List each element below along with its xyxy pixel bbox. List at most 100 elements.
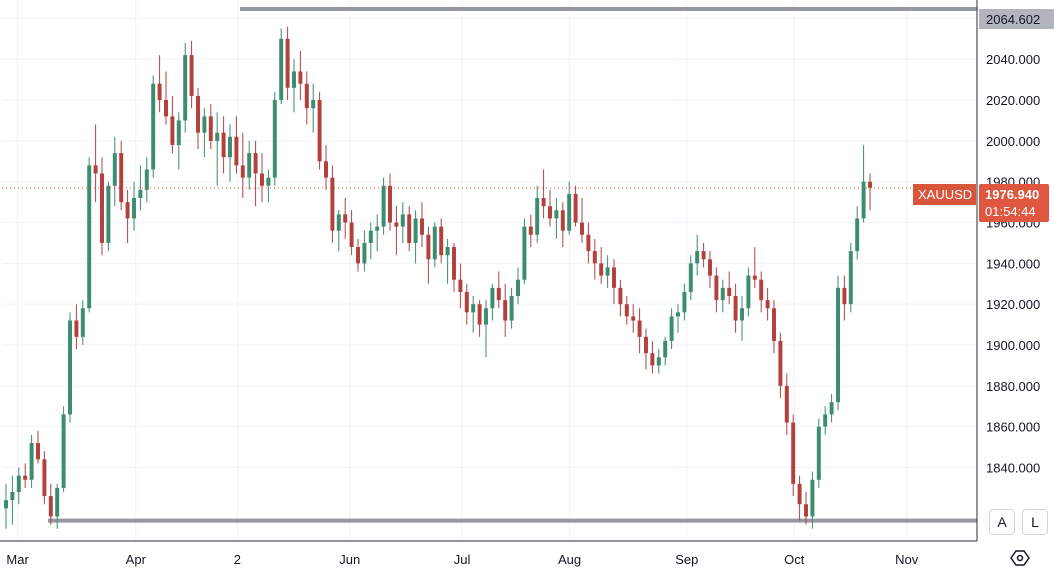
- candle-down: [189, 40, 194, 109]
- candle-down: [164, 71, 168, 125]
- candle-body: [196, 95, 200, 133]
- candle-up: [29, 434, 34, 488]
- candle-up: [68, 312, 72, 423]
- candle-down: [298, 51, 303, 101]
- candle-body: [682, 291, 687, 313]
- candle-body: [176, 120, 181, 145]
- candle-body: [759, 279, 764, 301]
- candle-down: [644, 328, 648, 370]
- candle-down: [599, 247, 604, 284]
- time-axis[interactable]: Mar Apr 2 Jun Jul Aug Sep Oct Nov: [6, 552, 918, 567]
- candle-down: [772, 300, 776, 354]
- candle-up: [202, 108, 207, 158]
- candle-down: [42, 451, 47, 505]
- candle-up: [554, 198, 559, 239]
- candle-body: [823, 414, 828, 427]
- candle-body: [112, 153, 117, 186]
- candle-body: [394, 222, 399, 227]
- candle-down: [701, 242, 706, 268]
- candle-body: [400, 214, 405, 227]
- candle-body: [599, 263, 604, 276]
- candle-body: [279, 38, 284, 101]
- settings-icon: [1010, 550, 1030, 566]
- candle-body: [650, 353, 655, 366]
- candle-up: [266, 169, 271, 203]
- candle-body: [183, 55, 188, 121]
- candle-down: [708, 251, 712, 288]
- candle-body: [311, 100, 316, 109]
- candle-body: [855, 218, 860, 252]
- candle-down: [74, 304, 79, 350]
- candle-body: [125, 202, 130, 219]
- candle-down: [324, 144, 328, 190]
- candle-up: [522, 218, 527, 284]
- candle-up: [228, 124, 232, 182]
- settings-button[interactable]: [1008, 548, 1032, 568]
- candle-down: [253, 140, 258, 207]
- x-tick-label: Apr: [126, 552, 147, 567]
- candle-down: [586, 222, 591, 264]
- candle-body: [714, 275, 719, 301]
- candle-body: [61, 414, 66, 488]
- plot-area[interactable]: [0, 0, 977, 541]
- candle-body: [752, 275, 757, 280]
- symbol-tag-bg: [913, 184, 976, 205]
- candle-body: [157, 83, 162, 101]
- candle-body: [490, 287, 495, 309]
- candle-body: [560, 210, 565, 231]
- y-tick-label: 1880.000: [986, 379, 1040, 394]
- candle-up: [432, 222, 437, 268]
- horizontal-levels[interactable]: [48, 6, 977, 523]
- candle-body: [656, 357, 661, 366]
- candle-down: [356, 238, 360, 272]
- candle-body: [452, 247, 456, 280]
- candle-body: [496, 287, 501, 301]
- candle-body: [215, 132, 220, 141]
- candle-up: [61, 406, 66, 493]
- price-axis[interactable]: 1840.000 1860.000 1880.000 1900.000 1920.000…: [986, 11, 1040, 475]
- candle-up: [375, 214, 380, 252]
- candle-body: [272, 100, 277, 178]
- candle-body: [836, 287, 840, 403]
- x-tick-label: Nov: [895, 552, 919, 567]
- candle-up: [516, 267, 520, 305]
- candle-up: [656, 349, 661, 374]
- candle-down: [727, 271, 732, 305]
- candle-body: [509, 296, 514, 321]
- candle-up: [10, 475, 15, 525]
- candle-body: [324, 161, 328, 178]
- candle-down: [496, 271, 501, 309]
- candle-down: [804, 492, 808, 525]
- candle-down: [624, 296, 629, 325]
- candle-body: [68, 320, 72, 415]
- log-scale-button[interactable]: L: [1022, 509, 1048, 535]
- candle-up: [669, 308, 674, 350]
- candle-body: [445, 247, 450, 256]
- candle-up: [151, 75, 156, 178]
- candle-up: [80, 300, 85, 346]
- candle-body: [413, 218, 418, 243]
- candle-down: [48, 483, 53, 525]
- auto-scale-label: A: [997, 514, 1007, 530]
- candle-body: [784, 385, 789, 423]
- candle-down: [452, 242, 456, 292]
- candle-up: [16, 467, 21, 505]
- candle-down: [759, 271, 764, 313]
- y-tick-label: 1860.000: [986, 420, 1040, 435]
- candle-body: [567, 193, 572, 231]
- candle-down: [221, 116, 226, 174]
- candle-body: [669, 316, 674, 341]
- candle-body: [573, 193, 578, 223]
- candle-down: [234, 116, 239, 174]
- candle-down: [464, 283, 469, 325]
- price-tag-bg: [979, 184, 1049, 222]
- candle-up: [848, 242, 853, 313]
- candle-body: [720, 287, 725, 301]
- candle-up: [605, 255, 610, 288]
- candle-down: [528, 214, 533, 248]
- candle-body: [861, 181, 866, 219]
- candle-body: [240, 165, 245, 178]
- candle-body: [612, 267, 616, 288]
- auto-scale-button[interactable]: A: [989, 509, 1015, 535]
